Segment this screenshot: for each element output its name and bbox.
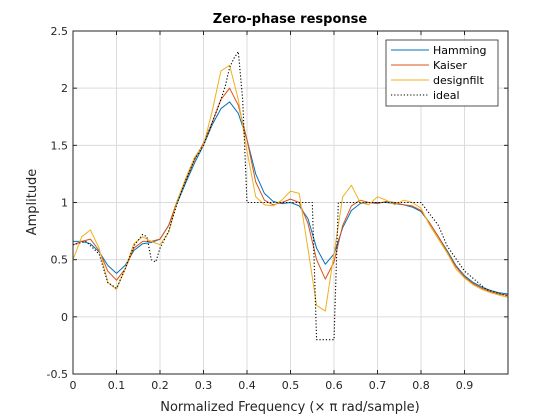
y-tick-label: 2 [61, 82, 68, 95]
chart-title: Zero-phase response [213, 12, 368, 27]
legend-label: Hamming [433, 44, 486, 57]
y-tick-label: -0.5 [47, 368, 68, 381]
x-tick-label: 0.2 [151, 379, 169, 392]
legend: Hamming Kaiser designfilt ideal [385, 39, 499, 107]
y-tick-label: 0.5 [51, 254, 69, 267]
x-tick-label: 0 [70, 379, 77, 392]
x-tick-label: 0.4 [238, 379, 256, 392]
y-tick-label: 1 [61, 197, 68, 210]
x-tick-label: 0.7 [369, 379, 387, 392]
x-tick-label: 0.1 [108, 379, 126, 392]
x-axis-label: Normalized Frequency (× π rad/sample) [160, 400, 419, 415]
legend-label: designfilt [433, 74, 484, 87]
series-line-ideal [72, 51, 509, 341]
x-tick-label: 0.6 [325, 379, 343, 392]
series-line-kaiser [72, 87, 509, 296]
y-axis-label: Amplitude [25, 169, 40, 236]
axis-ticks: 0 0.1 0.2 0.3 0.4 0.5 0.6 0.7 0.8 0.9-0.500.511.5… [47, 25, 508, 392]
legend-label: Kaiser [433, 59, 467, 72]
x-tick-label: 0.3 [195, 379, 213, 392]
y-tick-label: 0 [61, 311, 68, 324]
plot-frame [72, 30, 509, 375]
x-tick-label: 0.8 [412, 379, 430, 392]
y-tick-label: 1.5 [51, 139, 69, 152]
series-line-designfilt [72, 64, 509, 312]
x-tick-label: 0.5 [282, 379, 300, 392]
legend-label: ideal [433, 89, 460, 102]
series-lines [72, 51, 509, 341]
x-tick-label: 0.9 [456, 379, 474, 392]
y-tick-label: 2.5 [51, 25, 69, 38]
